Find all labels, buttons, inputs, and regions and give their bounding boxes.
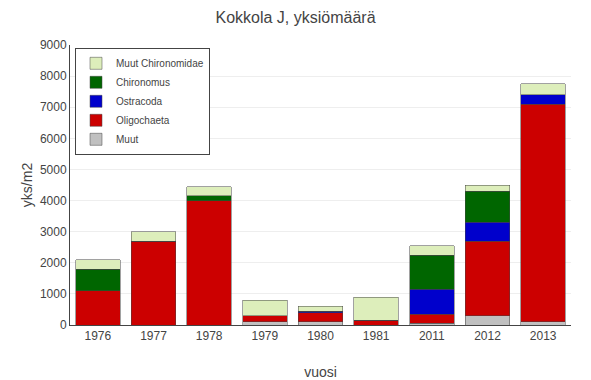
svg-text:8000: 8000 <box>40 69 67 83</box>
svg-text:Muut: Muut <box>116 134 138 145</box>
svg-text:2000: 2000 <box>40 256 67 270</box>
svg-text:2012: 2012 <box>474 329 501 343</box>
svg-text:4000: 4000 <box>40 194 67 208</box>
svg-text:Muut Chironomidae: Muut Chironomidae <box>116 58 204 69</box>
svg-text:0: 0 <box>60 318 67 332</box>
svg-text:2013: 2013 <box>530 329 557 343</box>
svg-text:1979: 1979 <box>251 329 278 343</box>
svg-text:1978: 1978 <box>196 329 223 343</box>
svg-text:1981: 1981 <box>363 329 390 343</box>
svg-text:2011: 2011 <box>419 329 445 343</box>
svg-text:1976: 1976 <box>84 329 111 343</box>
svg-text:9000: 9000 <box>40 38 67 52</box>
svg-text:Oligochaeta: Oligochaeta <box>116 115 170 126</box>
svg-text:vuosi: vuosi <box>304 364 337 380</box>
svg-text:Kokkola J, yksiömäärä: Kokkola J, yksiömäärä <box>215 9 375 26</box>
svg-text:3000: 3000 <box>40 225 67 239</box>
svg-text:7000: 7000 <box>40 100 67 114</box>
svg-text:1980: 1980 <box>307 329 334 343</box>
svg-text:Ostracoda: Ostracoda <box>116 96 163 107</box>
svg-text:6000: 6000 <box>40 132 67 146</box>
svg-text:1977: 1977 <box>140 329 167 343</box>
svg-text:yks/m2: yks/m2 <box>19 163 35 208</box>
svg-text:Chironomus: Chironomus <box>116 77 170 88</box>
svg-text:1000: 1000 <box>40 287 67 301</box>
svg-text:5000: 5000 <box>40 163 67 177</box>
